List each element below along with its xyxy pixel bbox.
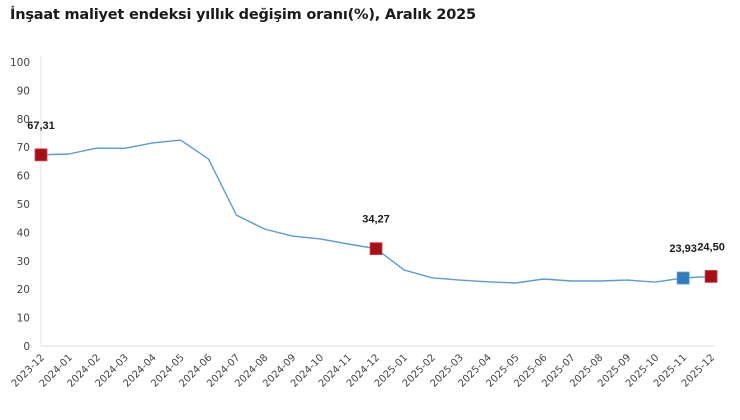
y-tick-label: 90 bbox=[17, 85, 30, 97]
chart-title: İnşaat maliyet endeksi yıllık değişim or… bbox=[10, 7, 476, 23]
y-tick-label: 10 bbox=[17, 313, 30, 325]
y-tick-label: 70 bbox=[17, 142, 30, 154]
y-tick-label: 80 bbox=[17, 114, 30, 126]
y-tick-label: 50 bbox=[17, 199, 30, 211]
data-point-marker bbox=[704, 270, 718, 283]
data-label: 34,27 bbox=[362, 214, 390, 226]
data-point-marker bbox=[369, 242, 383, 256]
y-tick-label: 60 bbox=[17, 171, 30, 183]
y-tick-label: 20 bbox=[17, 284, 30, 296]
y-tick-label: 100 bbox=[10, 57, 30, 69]
y-tick-label: 30 bbox=[17, 256, 30, 268]
data-label: 23,93 bbox=[669, 243, 697, 255]
y-tick-label: 40 bbox=[17, 227, 30, 239]
x-axis: 2023-122024-012024-022024-032024-042024-… bbox=[10, 345, 717, 390]
data-point-marker bbox=[676, 271, 690, 285]
plot-area: 67,31 34,27 23,93 24,50 bbox=[27, 120, 725, 285]
data-line bbox=[40, 139, 712, 284]
data-label: 67,31 bbox=[27, 120, 55, 132]
y-tick-label: 0 bbox=[23, 341, 30, 353]
data-label: 24,50 bbox=[697, 241, 725, 253]
data-point-marker bbox=[34, 148, 48, 162]
y-axis: 0 10 20 30 40 50 60 70 80 90 100 bbox=[10, 56, 42, 353]
